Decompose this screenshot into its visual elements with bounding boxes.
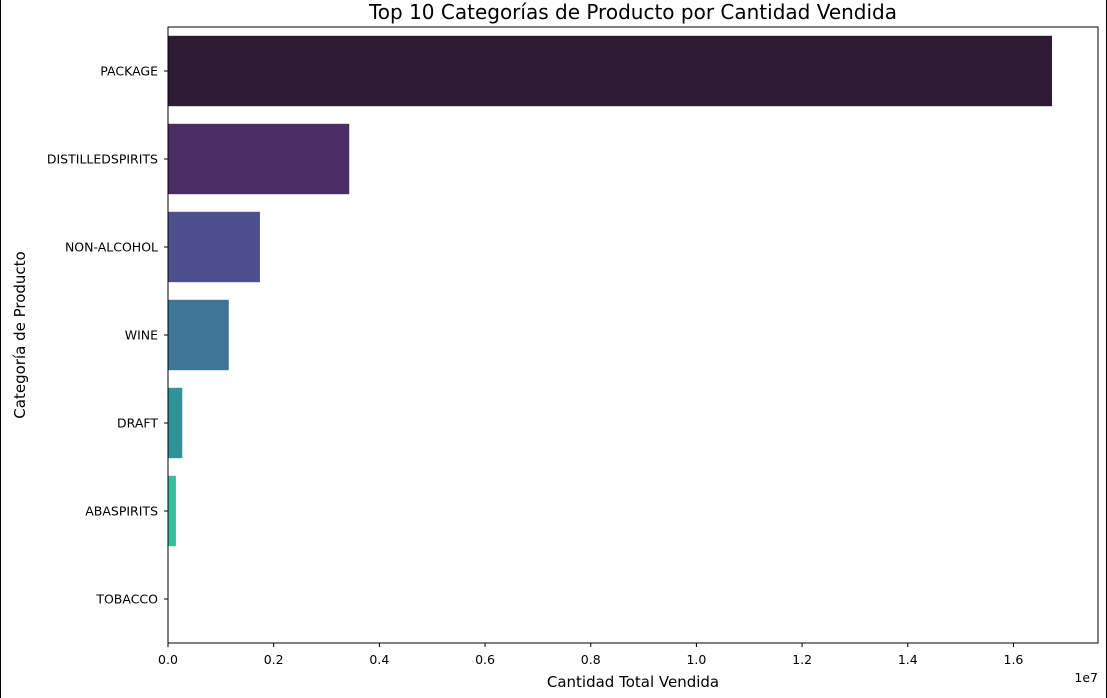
bar-package: [168, 35, 1053, 107]
x-tick-label: 1.4: [898, 652, 918, 667]
bars-layer: [168, 35, 1053, 635]
y-tick-label: WINE: [125, 328, 158, 343]
y-tick-label: DRAFT: [117, 416, 158, 431]
x-axis-label: Cantidad Total Vendida: [547, 673, 719, 691]
x-tick-label: 1.6: [1004, 652, 1024, 667]
y-tick-label: DISTILLEDSPIRITS: [47, 152, 158, 167]
x-axis-scale-label: 1e7: [1074, 670, 1098, 685]
x-tick-label: 0.4: [369, 652, 389, 667]
bar-distilledspirits: [168, 123, 350, 195]
y-tick-label: PACKAGE: [100, 64, 158, 79]
bar-draft: [168, 387, 183, 459]
y-tick-label: NON-ALCOHOL: [65, 240, 158, 255]
bar-wine: [168, 299, 229, 371]
x-tick-label: 0.0: [158, 652, 178, 667]
left-window-edge: [0, 0, 1, 698]
x-tick-label: 0.6: [475, 652, 495, 667]
bar-abaspirits: [168, 475, 176, 547]
y-tick-label: TOBACCO: [95, 592, 158, 607]
y-tick-label: ABASPIRITS: [85, 504, 158, 519]
x-tick-label: 0.8: [581, 652, 601, 667]
chart-title: Top 10 Categorías de Producto por Cantid…: [368, 0, 897, 24]
x-tick-label: 1.0: [686, 652, 706, 667]
x-tick-label: 1.2: [792, 652, 812, 667]
y-ticks-layer: PACKAGE DISTILLEDSPIRITS NON-ALCOHOL WINE DR…: [47, 64, 168, 607]
x-tick-label: 0.2: [264, 652, 284, 667]
x-ticks-layer: 0.0 0.2 0.4 0.6 0.8 1.0 1.2 1.4 1.6: [158, 643, 1023, 667]
bar-non-alcohol: [168, 211, 260, 283]
plot-frame: [167, 26, 1099, 644]
y-axis-label: Categoría de Producto: [11, 251, 29, 418]
